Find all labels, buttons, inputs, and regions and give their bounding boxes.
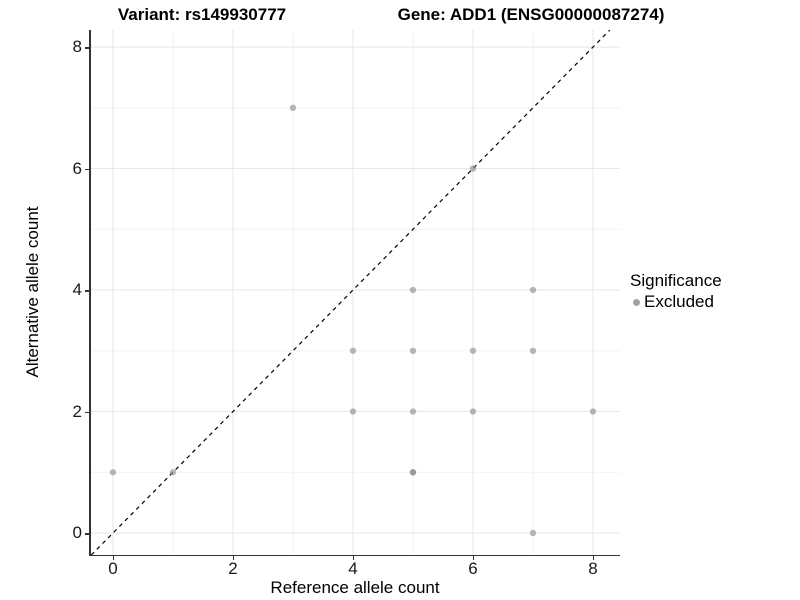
- y-axis-title: Alternative allele count: [23, 206, 42, 378]
- x-tick-label: 6: [468, 559, 478, 578]
- x-tick-mark: [232, 556, 235, 560]
- y-tick-label: 8: [72, 37, 82, 57]
- y-tick-label: 2: [72, 401, 82, 421]
- y-tick-mark: [85, 168, 89, 171]
- y-tick-label: 0: [72, 523, 82, 542]
- legend-title: Significance: [630, 271, 722, 290]
- plot-panel: [90, 30, 620, 555]
- plot-title-variant: Variant: rs149930777: [117, 5, 287, 24]
- data-point: [409, 347, 417, 354]
- x-axis-line: [89, 554, 620, 556]
- y-tick-mark: [85, 47, 89, 49]
- plot-title-gene: Gene: ADD1 (ENSG00000087274): [397, 5, 665, 24]
- data-point: [289, 104, 297, 112]
- y-axis-line: [89, 30, 91, 556]
- data-point: [529, 347, 537, 354]
- data-point: [589, 408, 597, 415]
- data-point: [469, 165, 477, 172]
- x-tick-mark: [352, 556, 355, 560]
- data-point: [529, 286, 537, 294]
- data-point: [109, 469, 117, 476]
- x-axis-title: Reference allele count: [270, 578, 440, 597]
- data-point: [469, 408, 477, 415]
- y-tick-mark: [85, 533, 89, 535]
- plot-canvas: [90, 30, 620, 555]
- legend: Significance Excluded: [630, 271, 722, 312]
- legend-dot-icon: [633, 298, 640, 306]
- data-point: [349, 408, 357, 415]
- legend-item-excluded: Excluded: [630, 292, 722, 312]
- data-point: [409, 286, 417, 294]
- legend-item-label: Excluded: [644, 292, 714, 311]
- x-tick-mark: [592, 556, 595, 560]
- x-tick-label: 0: [108, 559, 118, 578]
- data-point: [469, 347, 477, 354]
- y-tick-label: 6: [72, 158, 82, 178]
- y-tick-mark: [85, 290, 89, 292]
- identity-line: [90, 30, 611, 555]
- data-point: [169, 469, 177, 476]
- data-point: [409, 408, 417, 415]
- y-tick-label: 4: [72, 280, 82, 300]
- data-point: [349, 347, 357, 354]
- x-tick-label: 2: [228, 559, 238, 578]
- x-tick-label: 4: [348, 559, 358, 578]
- data-point: [529, 529, 537, 537]
- y-tick-mark: [85, 411, 89, 414]
- x-tick-mark: [112, 556, 115, 560]
- data-point: [409, 469, 417, 476]
- x-tick-mark: [472, 556, 475, 560]
- x-tick-label: 8: [588, 559, 598, 578]
